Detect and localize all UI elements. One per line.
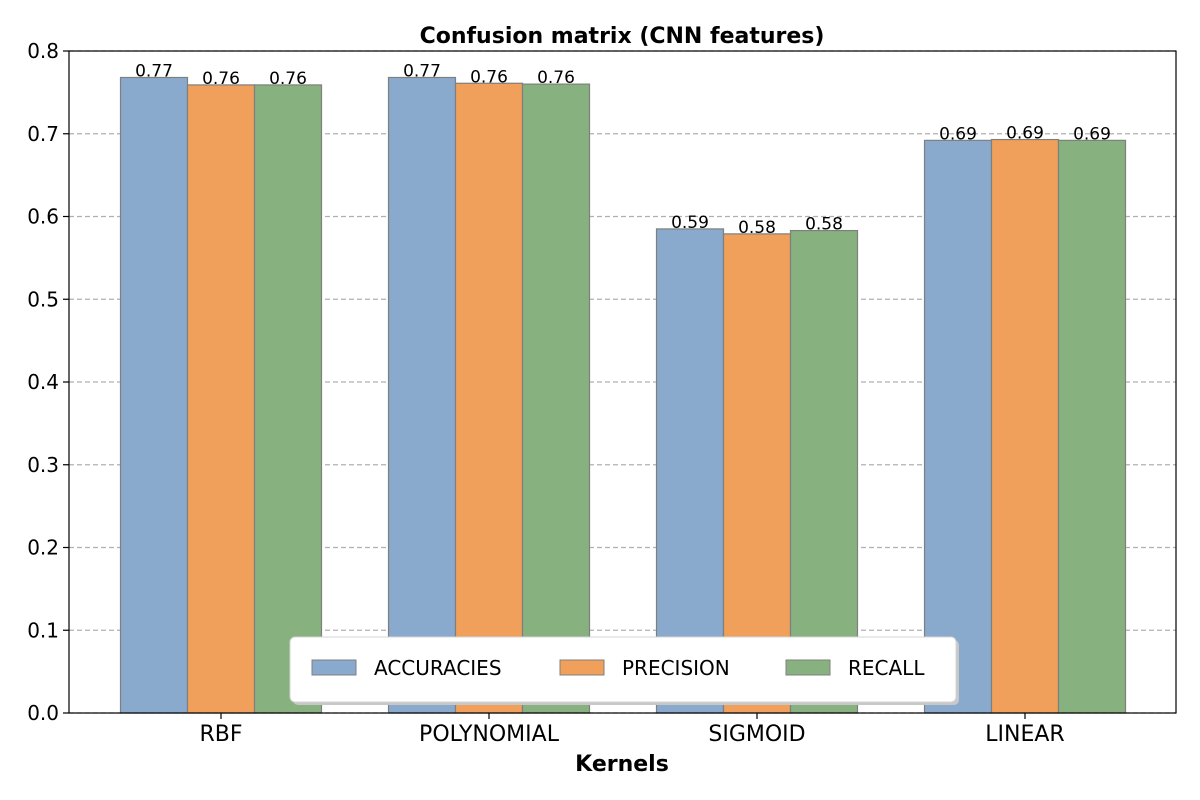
y-tick-label: 0.0 [27, 701, 59, 725]
legend-swatch [785, 659, 831, 676]
bar-accuracies-rbf [119, 76, 189, 714]
legend-swatch [311, 659, 357, 676]
data-label: 0.76 [269, 69, 307, 89]
y-tick-label: 0.4 [27, 370, 59, 394]
x-tick-label: LINEAR [985, 722, 1064, 747]
y-tick-label: 0.3 [27, 453, 59, 477]
legend-label: ACCURACIES [374, 656, 502, 680]
bar-recall-rbf [253, 84, 323, 714]
x-tick-label: SIGMOID [708, 722, 805, 747]
y-tick-label: 0.5 [27, 287, 59, 311]
data-label: 0.69 [939, 124, 977, 144]
data-label: 0.69 [1006, 124, 1044, 144]
data-label: 0.77 [135, 61, 173, 81]
data-label: 0.58 [805, 215, 843, 235]
data-label: 0.59 [671, 213, 709, 233]
legend-label: PRECISION [622, 656, 730, 680]
legend-box [289, 636, 957, 703]
data-label: 0.77 [403, 61, 441, 81]
bar-recall-polynomial [521, 83, 591, 714]
chart-title: Confusion matrix (CNN features) [420, 24, 825, 49]
y-tick-label: 0.1 [27, 618, 59, 642]
data-label: 0.58 [738, 218, 776, 238]
bar-accuracies-linear [923, 139, 993, 714]
bar-accuracies-polynomial [387, 76, 457, 714]
legend: ACCURACIES PRECISION RECALL [289, 636, 959, 705]
data-label: 0.76 [202, 69, 240, 89]
y-axis: 0.0 0.1 0.2 0.3 0.4 0.5 0.6 0.7 0.8 [27, 39, 69, 725]
x-axis-label: Kernels [575, 752, 669, 777]
y-tick-label: 0.2 [27, 536, 59, 560]
bar-precision-linear [990, 138, 1060, 714]
bar-recall-linear [1057, 139, 1127, 714]
bar-precision-rbf [186, 84, 256, 714]
data-label: 0.76 [537, 68, 575, 88]
x-tick-label: RBF [199, 722, 242, 747]
legend-swatch [559, 659, 605, 676]
data-labels: 0.77 0.76 0.76 0.77 0.76 0.76 0.59 0.58 0.58 0.69… [135, 61, 1111, 237]
x-axis: RBF POLYNOMIAL SIGMOID LINEAR [199, 713, 1065, 747]
bar-precision-polynomial [454, 82, 524, 714]
data-label: 0.76 [470, 67, 508, 87]
y-tick-label: 0.8 [27, 39, 59, 63]
y-tick-label: 0.6 [27, 205, 59, 229]
legend-label: RECALL [848, 656, 925, 680]
y-tick-label: 0.7 [27, 122, 59, 146]
data-label: 0.69 [1073, 124, 1111, 144]
bars [119, 76, 1127, 714]
x-tick-label: POLYNOMIAL [419, 722, 560, 747]
